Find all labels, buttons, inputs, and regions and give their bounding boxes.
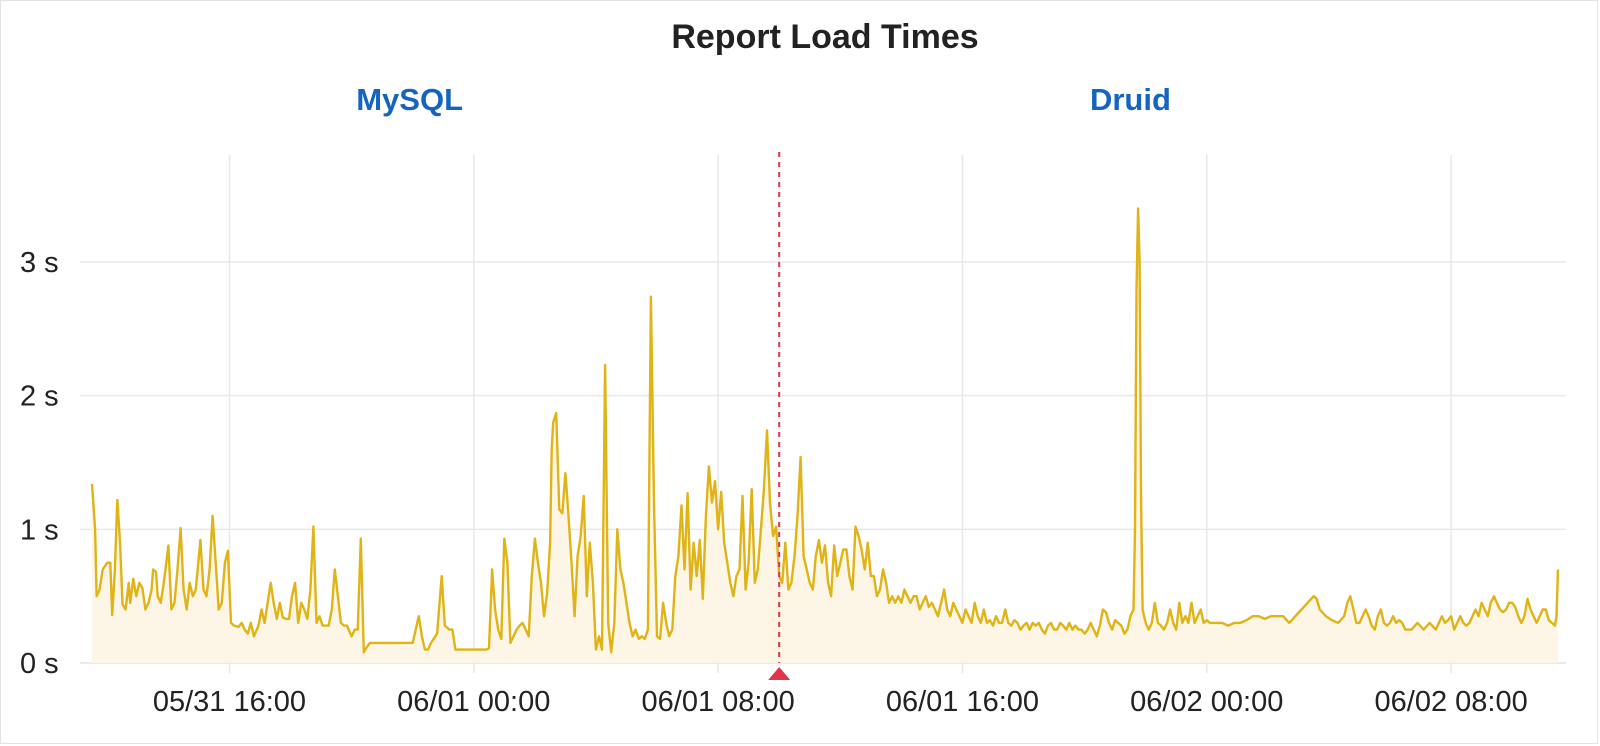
region-label-druid: Druid (1089, 82, 1171, 117)
x-tick-label: 06/02 00:00 (1130, 686, 1283, 718)
x-tick-label: 06/01 16:00 (886, 686, 1039, 718)
x-tick-label: 06/01 00:00 (397, 686, 550, 718)
divider-triangle-icon (768, 667, 791, 680)
axes: 0 s 1 s 2 s 3 s 05/31 16:00 06/01 00:00 06/01 … (20, 247, 1528, 718)
x-tick-label: 05/31 16:00 (153, 686, 306, 718)
y-tick-label: 0 s (20, 648, 59, 680)
region-label-mysql: MySQL (356, 82, 464, 117)
x-tick-label: 06/01 08:00 (642, 686, 795, 718)
chart-title: Report Load Times (671, 18, 979, 56)
series-area (90, 207, 1560, 663)
series-line (90, 207, 1560, 654)
divider-marker (768, 152, 791, 680)
x-tick-label: 06/02 08:00 (1375, 686, 1528, 718)
y-tick-label: 1 s (20, 514, 59, 546)
series-fill (92, 208, 1558, 663)
y-tick-label: 3 s (20, 247, 59, 279)
y-tick-label: 2 s (20, 381, 59, 413)
